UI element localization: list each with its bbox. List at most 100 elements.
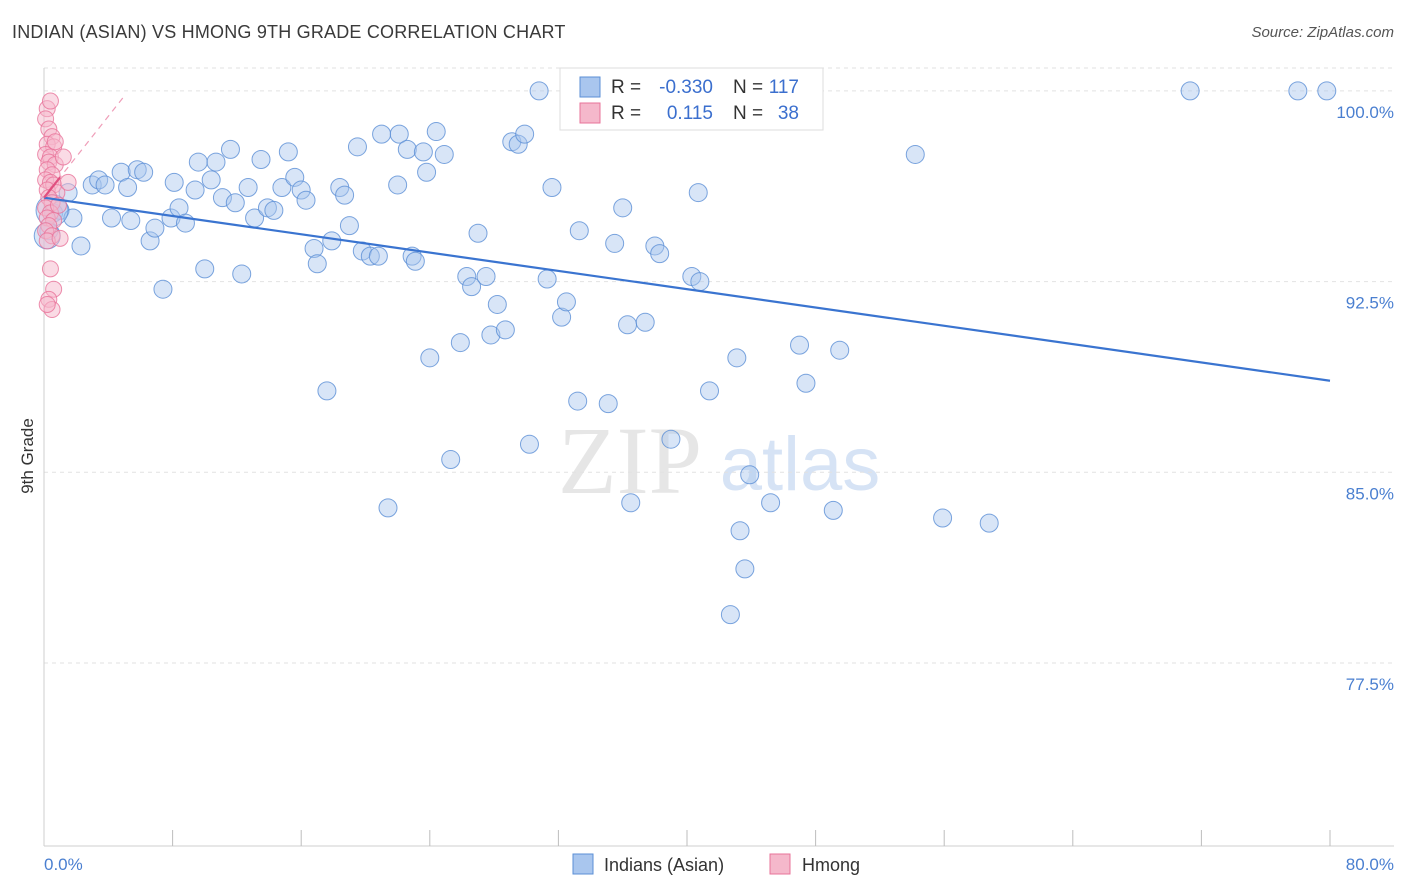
data-point-indians-asian xyxy=(71,236,91,256)
data-point-indians-asian xyxy=(688,183,708,203)
data-point-indians-asian xyxy=(388,175,408,195)
legend-r-value-2: 0.115 xyxy=(667,103,713,124)
data-point-indians-asian xyxy=(426,122,446,142)
data-point-indians-asian xyxy=(823,500,843,520)
data-point-indians-asian xyxy=(542,177,562,197)
x-axis-ticks xyxy=(172,830,1331,846)
data-point-indians-asian xyxy=(145,218,165,238)
data-point-indians-asian xyxy=(63,208,83,228)
data-point-indians-asian xyxy=(700,381,720,401)
data-point-indians-asian xyxy=(212,188,232,208)
y-tick-label: 100.0% xyxy=(1336,103,1394,122)
watermark-zip: ZIP xyxy=(558,407,702,514)
data-point-indians-asian xyxy=(650,244,670,264)
y-tick-labels: 100.0% 92.5% 85.0% 77.5% xyxy=(1336,103,1394,694)
data-point-indians-asian xyxy=(735,559,755,579)
data-point-indians-asian xyxy=(206,152,226,172)
data-point-indians-asian xyxy=(720,605,740,625)
data-point-indians-asian xyxy=(251,150,271,170)
data-point-indians-asian xyxy=(796,373,816,393)
data-point-indians-asian xyxy=(304,239,324,259)
legend-r-label-2: R = xyxy=(611,103,641,124)
data-point-hmong xyxy=(41,92,59,110)
chart-title: INDIAN (ASIAN) VS HMONG 9TH GRADE CORREL… xyxy=(12,22,566,42)
data-point-indians-asian xyxy=(264,200,284,220)
data-point-indians-asian xyxy=(164,172,184,192)
legend-n-label-1: N = xyxy=(733,77,763,98)
data-point-indians-asian xyxy=(761,493,781,513)
y-axis-label: 9th Grade xyxy=(18,418,37,494)
data-point-indians-asian xyxy=(397,139,417,159)
series-legend: Indians (Asian) Hmong xyxy=(572,853,860,875)
y-tick-label: 85.0% xyxy=(1346,484,1394,503)
data-point-indians-asian xyxy=(296,190,316,210)
data-point-indians-asian xyxy=(1288,81,1308,101)
data-point-indians-asian xyxy=(272,177,292,197)
data-point-indians-asian xyxy=(347,137,367,157)
data-point-indians-asian xyxy=(417,162,437,182)
data-point-indians-asian xyxy=(556,292,576,312)
data-point-indians-asian xyxy=(291,180,311,200)
legend-swatch-blue xyxy=(579,76,601,98)
data-point-indians-asian xyxy=(569,221,589,241)
data-point-indians-asian xyxy=(134,162,154,182)
bottom-legend-label-2: Hmong xyxy=(802,855,860,875)
data-point-indians-asian xyxy=(420,348,440,368)
data-point-indians-asian xyxy=(368,246,388,266)
legend-r-label-1: R = xyxy=(611,77,641,98)
y-tick-label: 77.5% xyxy=(1346,675,1394,694)
data-point-indians-asian xyxy=(476,266,496,286)
data-point-indians-asian xyxy=(372,124,392,144)
data-point-indians-asian xyxy=(730,521,750,541)
grid xyxy=(44,67,1394,664)
data-point-indians-asian xyxy=(102,208,122,228)
data-point-hmong xyxy=(51,229,69,247)
data-point-indians-asian xyxy=(1180,81,1200,101)
legend-n-value-2: 38 xyxy=(778,103,799,124)
data-point-indians-asian xyxy=(89,170,109,190)
legend-n-label-2: N = xyxy=(733,103,763,124)
data-point-indians-asian xyxy=(434,144,454,164)
data-point-indians-asian xyxy=(519,434,539,454)
data-point-indians-asian xyxy=(232,264,252,284)
data-point-indians-asian xyxy=(515,124,535,144)
data-point-indians-asian xyxy=(508,134,528,154)
source-label: Source: ZipAtlas.com xyxy=(1251,24,1394,41)
data-point-indians-asian xyxy=(462,277,482,297)
data-point-indians-asian xyxy=(195,259,215,279)
watermark-atlas: atlas xyxy=(720,422,881,507)
data-point-indians-asian xyxy=(468,223,488,243)
data-point-indians-asian xyxy=(690,272,710,292)
data-point-indians-asian xyxy=(830,340,850,360)
stats-legend: R = -0.330 N = 117 R = 0.115 N = 38 xyxy=(559,67,824,131)
y-tick-label: 92.5% xyxy=(1346,294,1394,313)
data-point-indians-asian xyxy=(322,231,342,251)
data-point-indians-asian xyxy=(335,185,355,205)
data-point-indians-asian xyxy=(140,231,160,251)
data-point-indians-asian xyxy=(278,142,298,162)
data-point-indians-asian xyxy=(238,177,258,197)
data-point-indians-asian xyxy=(613,198,633,218)
series-hmong xyxy=(37,92,77,319)
data-point-indians-asian xyxy=(118,177,138,197)
data-point-hmong xyxy=(38,295,56,313)
data-point-indians-asian xyxy=(360,246,380,266)
legend-n-value-1: 117 xyxy=(769,77,799,98)
data-point-indians-asian xyxy=(405,251,425,271)
data-point-indians-asian xyxy=(185,180,205,200)
data-point-indians-asian xyxy=(457,266,477,286)
watermark: ZIP atlas xyxy=(558,407,880,514)
data-point-hmong xyxy=(59,173,77,191)
data-point-indians-asian xyxy=(1317,81,1337,101)
data-point-indians-asian xyxy=(481,325,501,345)
data-point-indians-asian xyxy=(188,152,208,172)
data-point-hmong xyxy=(46,133,64,151)
data-point-indians-asian xyxy=(537,269,557,289)
data-point-indians-asian xyxy=(450,333,470,353)
data-point-indians-asian xyxy=(285,167,305,187)
stats-legend-box xyxy=(559,67,824,131)
data-point-hmong xyxy=(41,260,59,278)
data-point-indians-asian xyxy=(790,335,810,355)
data-point-indians-asian xyxy=(635,312,655,332)
